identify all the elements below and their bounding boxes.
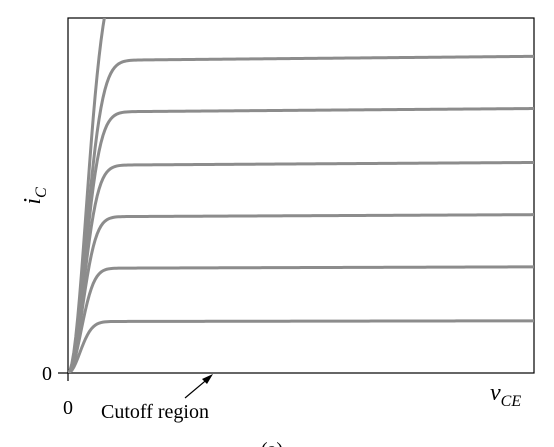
curve-1 bbox=[68, 319, 534, 373]
curve-2 bbox=[68, 265, 534, 373]
y-tick-label-zero: 0 bbox=[42, 363, 52, 385]
curve-5 bbox=[68, 107, 534, 373]
curve-3 bbox=[68, 213, 534, 373]
x-axis-label: vCE bbox=[490, 380, 521, 410]
cutoff-region-annotation: Cutoff region bbox=[101, 401, 209, 423]
curve-6 bbox=[68, 54, 534, 373]
cutoff-arrow bbox=[184, 374, 213, 399]
x-tick-label-zero: 0 bbox=[63, 397, 73, 419]
curve-4 bbox=[68, 160, 534, 373]
characteristic-curves bbox=[68, 18, 534, 373]
plot-frame bbox=[67, 17, 535, 374]
figure-caption: (a) bbox=[261, 439, 283, 447]
y-axis-label: iC bbox=[20, 187, 50, 205]
